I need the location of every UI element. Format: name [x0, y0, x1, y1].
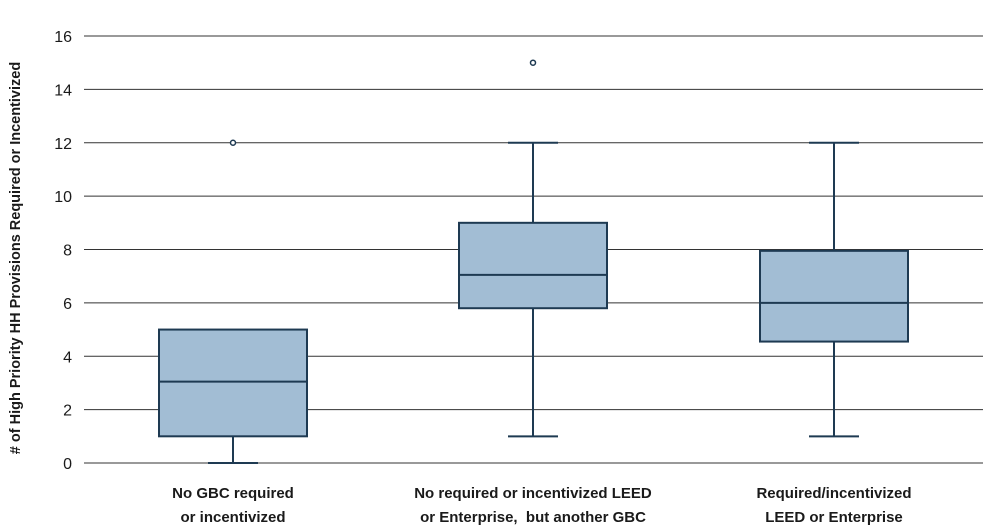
y-tick-label: 16	[54, 29, 72, 46]
box-group-3	[759, 141, 909, 438]
boxes	[158, 59, 909, 464]
y-tick-label: 6	[63, 296, 72, 313]
category-label-3: Required/incentivized	[756, 485, 911, 502]
y-tick-label: 8	[63, 243, 72, 260]
y-tick-label: 4	[63, 349, 72, 366]
category-label-2: No required or incentivized LEED	[414, 485, 652, 502]
box-group-2	[458, 59, 608, 438]
y-tick-label: 14	[54, 82, 72, 99]
outlier-point	[229, 139, 237, 146]
category-label-3: LEED or Enterprise	[765, 509, 903, 526]
y-tick-label: 12	[54, 136, 72, 153]
y-tick-label: 10	[54, 189, 72, 206]
y-axis-ticks: 0 2 4 6 8 10 12 14 16	[54, 29, 72, 473]
outlier-point	[529, 59, 537, 66]
box-iqr	[759, 249, 909, 343]
y-axis-title: # of High Priority HH Provisions Require…	[8, 62, 24, 454]
category-label-2: or Enterprise, but another GBC	[420, 509, 646, 526]
category-label-1: No GBC required	[172, 485, 294, 502]
box-iqr	[158, 328, 308, 438]
box-group-1	[158, 139, 308, 464]
box-iqr	[458, 221, 608, 310]
category-label-1: or incentivized	[180, 509, 285, 526]
y-tick-label: 0	[63, 456, 72, 473]
y-tick-label: 2	[63, 403, 72, 420]
x-axis-category-labels: No GBC required or incentivized No require…	[172, 485, 911, 526]
